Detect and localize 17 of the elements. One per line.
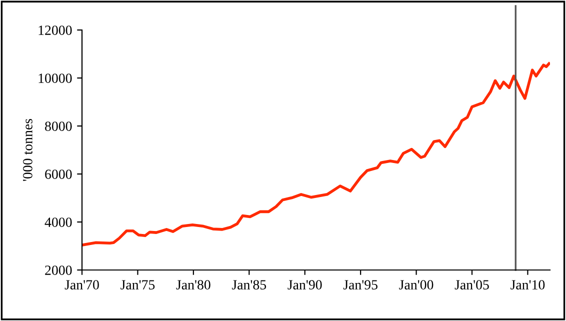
x-tick-label: Jan'95 xyxy=(343,280,378,290)
y-tick-label: 2000 xyxy=(45,266,72,275)
line-series xyxy=(82,62,550,246)
x-tick-label: Jan'90 xyxy=(288,280,322,290)
x-tick-label: Jan'85 xyxy=(232,280,266,290)
x-tick-label: Jan'10 xyxy=(510,280,545,290)
y-tick-label: 12000 xyxy=(38,26,72,35)
y-axis-title: '000 tonnes xyxy=(23,118,32,181)
x-tick-label: Jan'80 xyxy=(176,280,210,290)
x-tick-label: Jan'75 xyxy=(120,280,155,290)
x-tick-label: Jan'05 xyxy=(454,280,489,290)
y-tick-label: 6000 xyxy=(45,170,72,179)
x-tick-label: Jan'00 xyxy=(399,280,434,290)
y-tick-label: 4000 xyxy=(44,218,72,227)
x-tick-label: Jan'70 xyxy=(64,280,99,290)
y-tick-label: 10000 xyxy=(38,74,72,83)
y-tick-label: 8000 xyxy=(45,122,72,131)
